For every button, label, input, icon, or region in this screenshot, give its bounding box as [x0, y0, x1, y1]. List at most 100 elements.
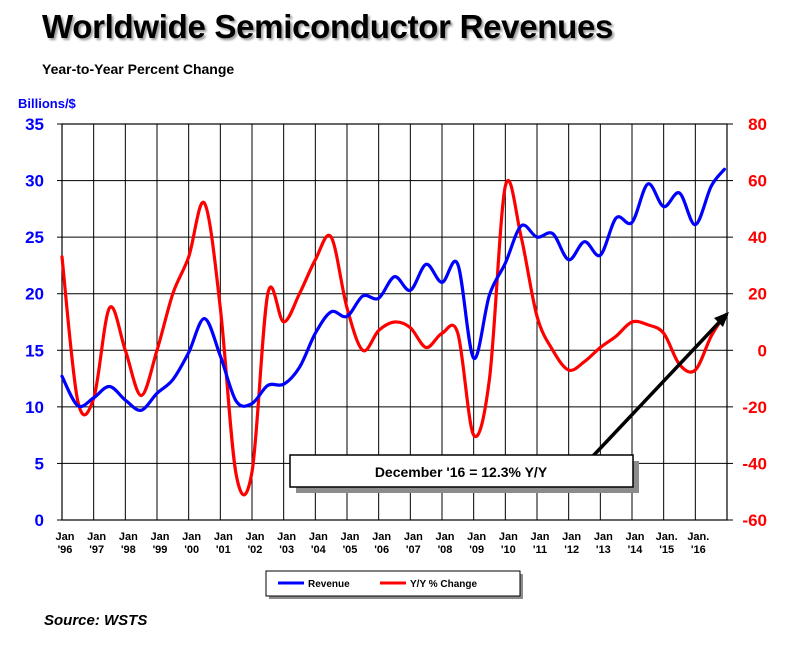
- x-tick-label-year: '12: [564, 544, 579, 556]
- x-tick-label-year: '05: [343, 544, 358, 556]
- x-tick-label-year: '03: [279, 544, 294, 556]
- x-tick-label-month: Jan: [404, 531, 423, 543]
- yoy-point: [346, 307, 348, 309]
- revenue-point: [188, 351, 190, 354]
- annotation-arrow: [591, 312, 729, 458]
- yoy-point: [552, 349, 554, 351]
- yoy-point: [140, 394, 142, 397]
- yoy-point: [77, 400, 79, 402]
- yoy-point: [536, 315, 538, 317]
- page-title: Worldwide Semiconductor Revenues: [42, 8, 614, 45]
- revenue-point: [203, 318, 206, 320]
- x-tick-label-month: Jan: [562, 531, 581, 543]
- revenue-point: [694, 224, 696, 226]
- x-tick-label-year: '04: [311, 544, 327, 556]
- x-tick-label-month: Jan: [214, 531, 233, 543]
- revenue-point: [583, 241, 586, 243]
- right-tick-label: 80: [748, 115, 767, 134]
- right-tick-label: 60: [748, 172, 767, 191]
- revenue-point: [298, 366, 301, 368]
- yoy-point: [663, 332, 665, 334]
- yoy-point: [314, 259, 316, 261]
- revenue-point: [251, 402, 253, 405]
- yoy-point: [647, 324, 649, 326]
- x-tick-label-year: '14: [628, 544, 644, 556]
- revenue-point: [61, 375, 63, 377]
- x-tick-label-year: '97: [89, 544, 104, 556]
- x-tick-label-year: '01: [216, 544, 231, 556]
- revenue-point: [520, 225, 522, 227]
- right-tick-label: 20: [748, 285, 767, 304]
- x-tick-label-month: Jan: [499, 531, 518, 543]
- annotation-text: December '16 = 12.3% Y/Y: [375, 464, 548, 480]
- yoy-point: [251, 471, 253, 473]
- x-tick-label-year: '15: [659, 544, 674, 556]
- revenue-point: [156, 392, 158, 394]
- yoy-point: [504, 185, 506, 187]
- yoy-point: [124, 349, 126, 351]
- revenue-chart: Billions/$ 0 5 10 15 20 25 30 35 -60 -40 -20 0 20 40 6…: [18, 96, 767, 599]
- grid-layer: [61, 123, 728, 521]
- revenue-point: [362, 295, 364, 297]
- x-tick-label-year: '16: [691, 544, 706, 556]
- x-tick-label-month: Jan.: [687, 531, 709, 543]
- legend: Revenue Y/Y % Change: [265, 570, 523, 599]
- revenue-point: [409, 289, 411, 291]
- revenue-point: [723, 168, 726, 170]
- annotation-arrowhead: [714, 312, 729, 327]
- series-line-revenue: [60, 167, 726, 412]
- revenue-point: [473, 357, 475, 359]
- yoy-point: [710, 335, 712, 337]
- left-tick-label: 30: [25, 172, 44, 191]
- yoy-point: [583, 361, 586, 363]
- x-tick-label-month: Jan: [151, 531, 170, 543]
- x-tick-label-month: Jan: [87, 531, 106, 543]
- x-tick-label-year: '08: [438, 544, 453, 556]
- axes-layer: 05101520253035-60-40-20020406080Jan'96Ja…: [25, 115, 767, 556]
- revenue-point: [568, 259, 570, 261]
- x-tick-label-year: '98: [121, 544, 136, 556]
- x-tick-label-year: '11: [533, 544, 547, 556]
- left-axis-label: Billions/$: [18, 96, 77, 111]
- yoy-point: [267, 293, 269, 295]
- x-tick-label-year: '09: [469, 544, 484, 556]
- x-tick-label-year: '02: [248, 544, 263, 556]
- left-tick-label: 35: [25, 115, 44, 134]
- x-tick-label-month: Jan: [626, 531, 645, 543]
- x-tick-label-month: Jan: [531, 531, 550, 543]
- revenue-point: [77, 405, 79, 407]
- x-tick-label-month: Jan: [56, 531, 75, 543]
- yoy-point: [61, 256, 63, 258]
- x-tick-label-month: Jan: [182, 531, 201, 543]
- revenue-point: [314, 332, 316, 334]
- x-tick-label-month: Jan: [246, 531, 265, 543]
- x-tick-label-month: Jan: [119, 531, 138, 543]
- revenue-point: [378, 297, 380, 299]
- series-layer: [60, 167, 726, 497]
- yoy-point: [615, 335, 617, 337]
- right-tick-label: 0: [758, 341, 767, 360]
- yoy-point: [425, 346, 427, 349]
- yoy-point: [631, 321, 633, 323]
- revenue-point: [425, 263, 427, 265]
- yoy-point: [283, 321, 285, 323]
- x-tick-label-year: '10: [501, 544, 516, 556]
- revenue-point: [283, 383, 285, 385]
- legend-label-yoy: Y/Y % Change: [410, 579, 477, 590]
- x-tick-label-year: '06: [374, 544, 389, 556]
- x-tick-label-year: '13: [596, 544, 611, 556]
- x-tick-label-year: '96: [58, 544, 73, 556]
- revenue-point: [219, 355, 221, 357]
- left-tick-label: 25: [25, 228, 44, 247]
- revenue-point: [536, 236, 538, 238]
- revenue-point: [631, 221, 633, 223]
- revenue-point: [663, 206, 665, 208]
- revenue-point: [330, 311, 332, 313]
- x-tick-label-month: Jan: [277, 531, 296, 543]
- revenue-point: [488, 294, 491, 296]
- page-subtitle: Year-to-Year Percent Change: [42, 61, 235, 77]
- x-tick-label-month: Jan: [594, 531, 613, 543]
- annotation: December '16 = 12.3% Y/Y: [289, 312, 729, 493]
- revenue-point: [235, 400, 237, 402]
- x-tick-label-month: Jan: [467, 531, 486, 543]
